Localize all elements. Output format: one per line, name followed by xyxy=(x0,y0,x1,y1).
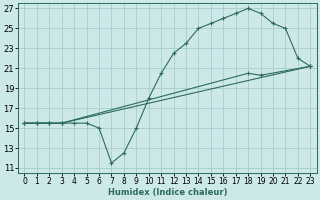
X-axis label: Humidex (Indice chaleur): Humidex (Indice chaleur) xyxy=(108,188,227,197)
